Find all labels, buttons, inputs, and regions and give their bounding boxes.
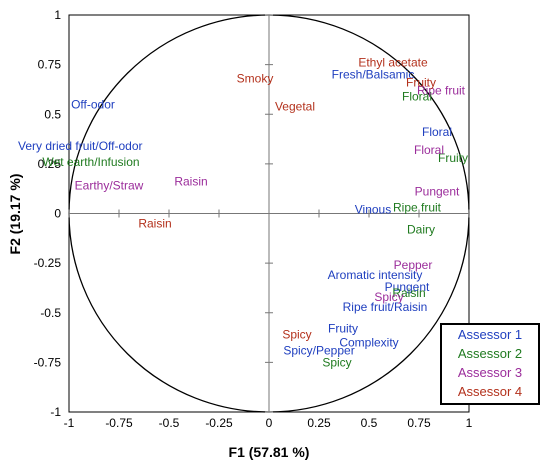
y-tick-label: 0.75	[38, 58, 62, 72]
point-label: Spicy	[322, 355, 351, 369]
x-tick-label: -0.75	[105, 416, 133, 430]
x-tick-label: 0	[266, 416, 273, 430]
point-label: Raisin	[392, 286, 425, 300]
point-label: Wet earth/Infusion	[42, 155, 139, 169]
point-label: Vegetal	[275, 99, 315, 113]
x-axis-title: F1 (57.81 %)	[229, 444, 310, 460]
point-label: Pungent	[415, 185, 460, 199]
legend-box	[440, 323, 540, 405]
point-label: Raisin	[138, 216, 171, 230]
x-tick-label: -0.25	[205, 416, 233, 430]
point-label: Earthy/Straw	[75, 179, 144, 193]
point-label: Pungent	[385, 280, 430, 294]
point-label: Fruity	[406, 75, 436, 89]
point-label: Pepper	[394, 258, 433, 272]
legend-entry: Assessor 1	[458, 327, 522, 342]
point-label: Spicy	[282, 328, 311, 342]
point-label: Floral	[422, 125, 452, 139]
point-label: Floral	[402, 89, 432, 103]
y-tick-label: -0.5	[40, 306, 61, 320]
point-label: Ethyl acetate	[358, 56, 428, 70]
y-tick-label: -0.75	[34, 355, 62, 369]
legend: Assessor 1 Assessor 2 Assessor 3 Assessor 4	[440, 323, 540, 405]
point-label: Ripe fruit	[417, 83, 466, 97]
legend-entry: Assessor 2	[458, 346, 522, 361]
point-label: Ripe fruit/Raisin	[343, 300, 428, 314]
y-tick-label: 0	[54, 207, 61, 221]
point-label: Fresh/Balsamic	[332, 68, 415, 82]
point-label: Raisin	[174, 175, 207, 189]
point-label: Fruity	[328, 322, 358, 336]
x-tick-label: 0.5	[361, 416, 378, 430]
x-tick-label: 0.75	[407, 416, 431, 430]
legend-entry: Assessor 3	[458, 365, 522, 380]
x-tick-label: 0.25	[307, 416, 331, 430]
axes: -1 -0.75 -0.5 -0.25 0 0.25 0.5 0.75 1 -1 -0.75 -0.5…	[34, 8, 473, 430]
y-axis-title: F2 (19.17 %)	[7, 174, 23, 255]
y-tick-label: 1	[54, 8, 61, 22]
y-tick-label: 0.5	[44, 107, 61, 121]
x-tick-label: 1	[466, 416, 473, 430]
x-tick-label: -1	[64, 416, 75, 430]
point-label: Smoky	[237, 72, 274, 86]
point-label: Dairy	[407, 222, 435, 236]
point-label: Complexity	[339, 336, 398, 350]
y-tick-label: 0.25	[38, 157, 62, 171]
y-tick-label: -0.25	[34, 256, 62, 270]
point-label: Off-odor	[71, 97, 115, 111]
legend-entry: Assessor 4	[458, 384, 522, 399]
point-label: Floral	[414, 143, 444, 157]
point-label: Vinous	[355, 203, 391, 217]
point-label: Fruity	[438, 151, 468, 165]
point-label: Spicy	[374, 290, 403, 304]
point-label: Spicy/Pepper	[283, 343, 354, 357]
x-tick-label: -0.5	[159, 416, 180, 430]
point-label: Ripe fruit	[393, 201, 442, 215]
point-label: Very dried fruit/Off-odor	[18, 139, 143, 153]
point-label: Aromatic intensity	[328, 268, 423, 282]
y-tick-label: -1	[50, 405, 61, 419]
points: Fresh/Balsamic Off-odor Very dried fruit/O…	[18, 56, 468, 370]
